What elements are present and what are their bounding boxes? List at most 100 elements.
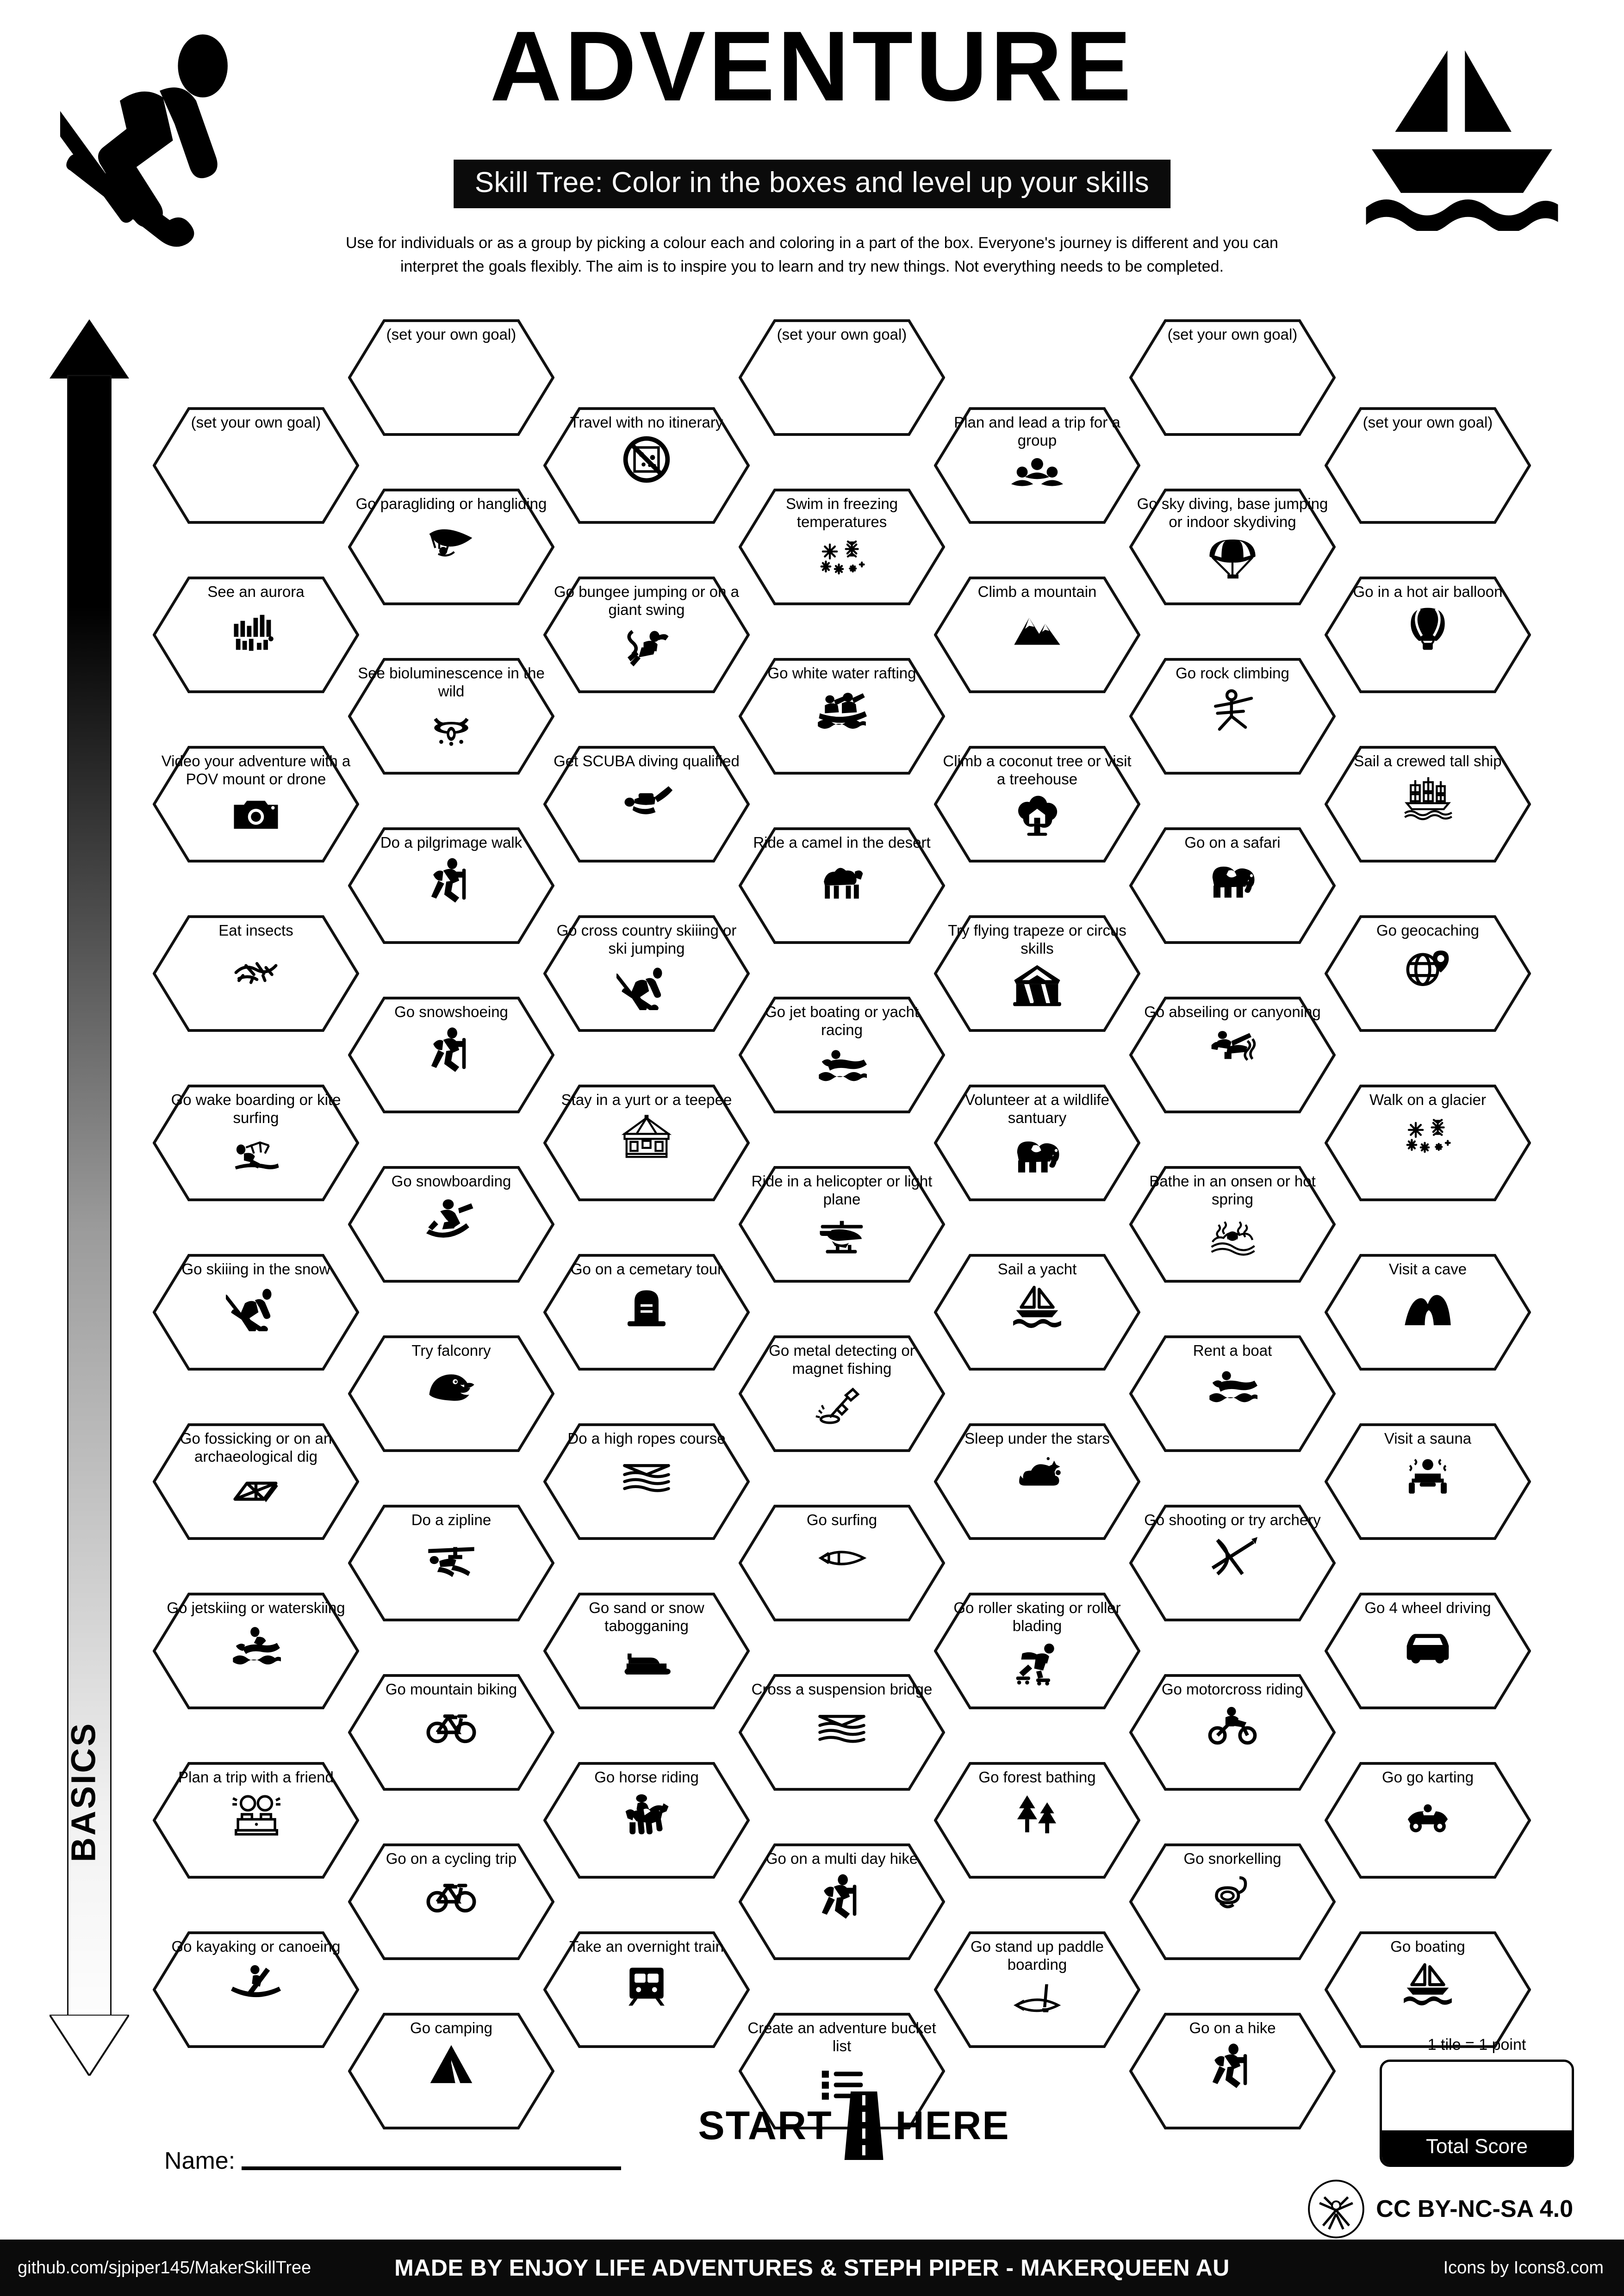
skill-tile[interactable]: Go fossicking or on an archaeological di…	[153, 1423, 359, 1540]
skill-tile[interactable]: Walk on a glacier	[1325, 1085, 1531, 1201]
skill-tile[interactable]: Do a high ropes course	[543, 1423, 750, 1540]
skill-tile[interactable]: Go rock climbing	[1129, 658, 1336, 775]
skill-tile[interactable]: Try falconry	[348, 1335, 554, 1452]
skill-tile[interactable]: Go on a multi day hike	[739, 1843, 945, 1960]
skill-tile-label: Go shooting or try archery	[1144, 1511, 1321, 1528]
skill-tile-label: Go in a hot air balloon	[1353, 583, 1503, 600]
skill-tile[interactable]: Go snorkelling	[1129, 1843, 1336, 1960]
skill-tile[interactable]: Go kayaking or canoeing	[153, 1931, 359, 2048]
skill-tile[interactable]: (set your own goal)	[739, 319, 945, 436]
skill-tile[interactable]: Stay in a yurt or a teepee	[543, 1085, 750, 1201]
two-friends-icon	[226, 1789, 286, 1839]
skill-tile[interactable]: Travel with no itinerary	[543, 407, 750, 524]
skill-tile[interactable]: Go sky diving, base jumping or indoor sk…	[1129, 489, 1336, 605]
skill-tile[interactable]: Plan a trip with a friend	[153, 1762, 359, 1879]
skill-tile[interactable]: Go metal detecting or magnet fishing	[739, 1335, 945, 1452]
skill-tile[interactable]: Go go karting	[1325, 1762, 1531, 1879]
skill-tile[interactable]: Visit a cave	[1325, 1254, 1531, 1371]
skill-tile[interactable]: Go horse riding	[543, 1762, 750, 1879]
skill-tile[interactable]: Volunteer at a wildlife santuary	[934, 1085, 1140, 1201]
bow-and-arrow-icon	[1202, 1532, 1263, 1582]
skill-tile[interactable]: Go white water rafting	[739, 658, 945, 775]
score-value-field[interactable]	[1382, 2062, 1572, 2130]
name-field-row[interactable]: Name:	[164, 2147, 622, 2175]
skill-tile[interactable]: Go on a safari	[1129, 827, 1336, 944]
skill-tile-label: Go sky diving, base jumping or indoor sk…	[1137, 495, 1328, 530]
skill-tile[interactable]: (set your own goal)	[348, 319, 554, 436]
skill-tile[interactable]: Go on a cycling trip	[348, 1843, 554, 1960]
skill-tile[interactable]: Go surfing	[739, 1505, 945, 1621]
skill-tile[interactable]: Go motorcross riding	[1129, 1674, 1336, 1791]
skill-tile[interactable]: Go in a hot air balloon	[1325, 577, 1531, 693]
skill-tile-label: (set your own goal)	[1363, 414, 1493, 431]
name-input-line[interactable]	[242, 2166, 622, 2170]
footer-icons-credit[interactable]: Icons by Icons8.com	[1443, 2258, 1604, 2277]
score-label: Total Score	[1382, 2130, 1572, 2165]
skill-tile[interactable]: Video your adventure with a POV mount or…	[153, 746, 359, 863]
skill-tile[interactable]: Cross a suspension bridge	[739, 1674, 945, 1791]
bungee-icon	[616, 621, 677, 671]
skill-tile[interactable]: See bioluminescence in the wild	[348, 658, 554, 775]
skill-tile[interactable]: Do a pilgrimage walk	[348, 827, 554, 944]
skill-tile[interactable]: Sleep under the stars	[934, 1423, 1140, 1540]
skill-tile[interactable]: Plan and lead a trip for a group	[934, 407, 1140, 524]
skill-tile[interactable]: Climb a mountain	[934, 577, 1140, 693]
skill-tile[interactable]: Go camping	[348, 2013, 554, 2129]
footer-repo-link[interactable]: github.com/sjpiper145/MakerSkillTree	[18, 2258, 311, 2277]
skill-tile[interactable]: Go mountain biking	[348, 1674, 554, 1791]
skill-tile[interactable]: Ride in a helicopter or light plane	[739, 1166, 945, 1283]
skill-tile[interactable]: Create an adventure bucket list	[739, 2013, 945, 2129]
creative-commons-icon	[1308, 2179, 1365, 2239]
skill-tile[interactable]: Go snowshoeing	[348, 997, 554, 1113]
skill-tile[interactable]: Go cross country skiiing or ski jumping	[543, 915, 750, 1032]
jetski-icon	[226, 1620, 286, 1670]
skill-tile[interactable]: Take an overnight train	[543, 1931, 750, 2048]
skill-tile[interactable]: Go skiiing in the snow	[153, 1254, 359, 1371]
skill-tile[interactable]: Go stand up paddle boarding	[934, 1931, 1140, 2048]
skill-tile[interactable]: Get SCUBA diving qualified	[543, 746, 750, 863]
snowflakes-icon	[812, 534, 872, 583]
skill-tile[interactable]: (set your own goal)	[1325, 407, 1531, 524]
zipline-icon	[421, 1532, 481, 1582]
skill-tile[interactable]: Go on a cemetary tour	[543, 1254, 750, 1371]
skill-tile[interactable]: Go bungee jumping or on a giant swing	[543, 577, 750, 693]
skill-tile[interactable]: Go wake boarding or kite surfing	[153, 1085, 359, 1201]
skill-tile-label: Plan and lead a trip for a group	[954, 414, 1120, 449]
skill-tile[interactable]: Climb a coconut tree or visit a treehous…	[934, 746, 1140, 863]
skill-tile[interactable]: Visit a sauna	[1325, 1423, 1531, 1540]
group-icon	[1007, 452, 1067, 502]
skill-tile[interactable]: (set your own goal)	[1129, 319, 1336, 436]
motorcycle-icon	[1202, 1701, 1263, 1751]
skill-tile[interactable]: Go on a hike	[1129, 2013, 1336, 2129]
skill-tile[interactable]: Go sand or snow tabogganing	[543, 1593, 750, 1709]
skill-tile[interactable]: Go geocaching	[1325, 915, 1531, 1032]
skill-tile[interactable]: Go boating	[1325, 1931, 1531, 2048]
skill-tile[interactable]: Go jetskiing or waterskiing	[153, 1593, 359, 1709]
skill-tile[interactable]: Bathe in an onsen or hot spring	[1129, 1166, 1336, 1283]
skill-tile[interactable]: Try flying trapeze or circus skills	[934, 915, 1140, 1032]
skill-tile-label: Walk on a glacier	[1369, 1091, 1486, 1108]
skill-tile[interactable]: Do a zipline	[348, 1505, 554, 1621]
skill-tile[interactable]: Rent a boat	[1129, 1335, 1336, 1452]
skill-tile[interactable]: Swim in freezing temperatures	[739, 489, 945, 605]
skill-tile[interactable]: Go paragliding or hangliding	[348, 489, 554, 605]
skill-tile[interactable]: Go forest bathing	[934, 1762, 1140, 1879]
skill-tile[interactable]: Eat insects	[153, 915, 359, 1032]
skill-tile[interactable]: Go snowboarding	[348, 1166, 554, 1283]
skill-tile[interactable]: Ride a camel in the desert	[739, 827, 945, 944]
skill-tile[interactable]: Go abseiling or canyoning	[1129, 997, 1336, 1113]
skill-tile[interactable]: Sail a yacht	[934, 1254, 1140, 1371]
skill-tile-label: Go bungee jumping or on a giant swing	[554, 583, 739, 618]
skill-tile[interactable]: Go 4 wheel driving	[1325, 1593, 1531, 1709]
skill-tile[interactable]: (set your own goal)	[153, 407, 359, 524]
skill-tile[interactable]: Sail a crewed tall ship	[1325, 746, 1531, 863]
skill-tile[interactable]: See an aurora	[153, 577, 359, 693]
skill-tile[interactable]: Go shooting or try archery	[1129, 1505, 1336, 1621]
score-box[interactable]: Total Score	[1380, 2060, 1574, 2167]
skill-tile[interactable]: Go roller skating or roller blading	[934, 1593, 1140, 1709]
skill-tile-label: Go geocaching	[1376, 922, 1479, 939]
page-footer: github.com/sjpiper145/MakerSkillTree MAD…	[0, 2240, 1624, 2296]
skill-tile-label: Go snowshoeing	[394, 1003, 508, 1020]
skill-tile[interactable]: Go jet boating or yacht racing	[739, 997, 945, 1113]
